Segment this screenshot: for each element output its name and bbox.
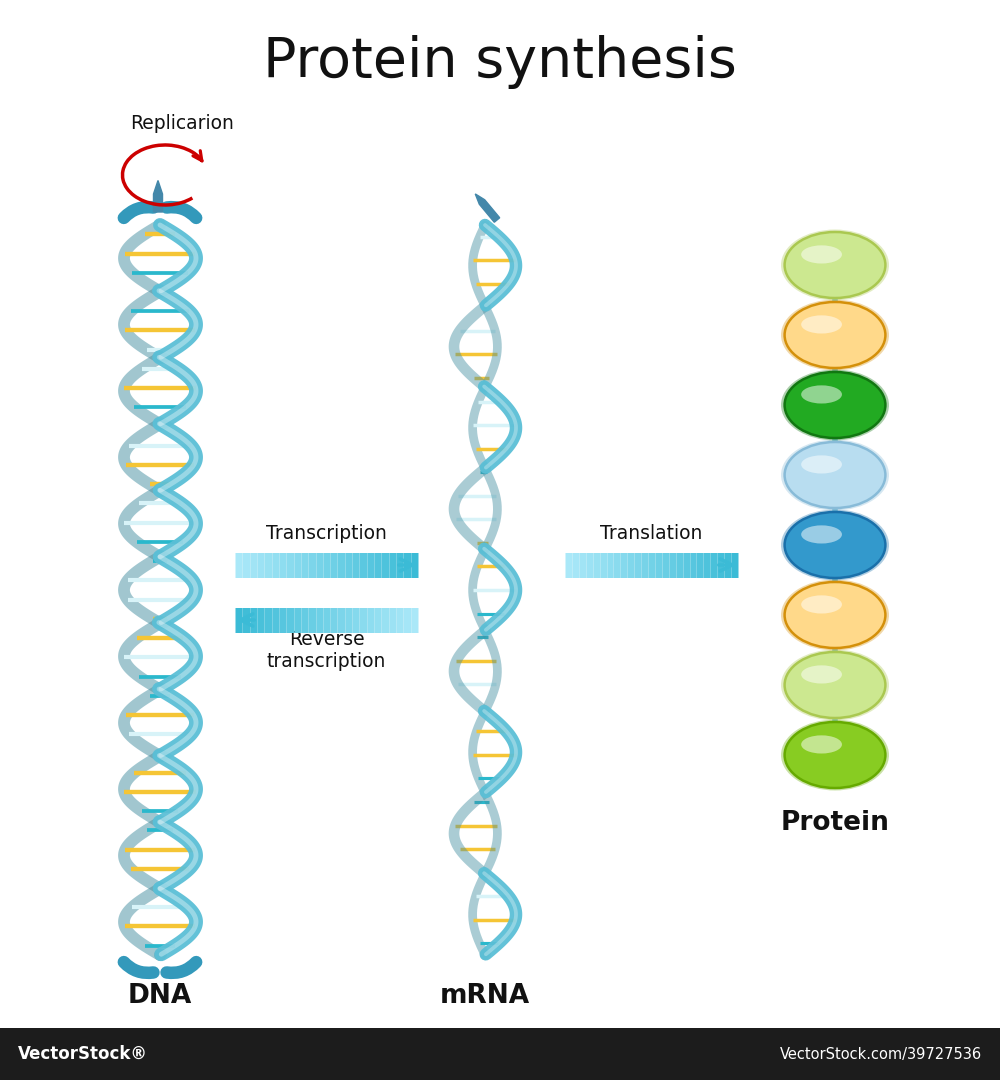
FancyArrowPatch shape [167, 962, 196, 973]
Ellipse shape [785, 232, 885, 298]
Text: Reverse
transcription: Reverse transcription [267, 630, 386, 671]
Ellipse shape [801, 735, 842, 754]
Ellipse shape [781, 719, 889, 791]
Ellipse shape [801, 595, 842, 613]
Text: Protein synthesis: Protein synthesis [263, 35, 737, 89]
Text: VectorStock®: VectorStock® [18, 1045, 148, 1063]
Ellipse shape [785, 652, 885, 718]
Ellipse shape [781, 440, 889, 511]
FancyArrowPatch shape [167, 207, 196, 218]
Ellipse shape [801, 525, 842, 543]
Bar [0, 1028, 1000, 1080]
Ellipse shape [785, 372, 885, 438]
Ellipse shape [781, 230, 889, 300]
Text: mRNA: mRNA [440, 983, 530, 1009]
Ellipse shape [785, 582, 885, 648]
Ellipse shape [785, 723, 885, 788]
Ellipse shape [801, 456, 842, 473]
Ellipse shape [781, 510, 889, 580]
FancyArrow shape [154, 180, 162, 212]
Text: Translation: Translation [600, 524, 703, 543]
Text: Protein: Protein [781, 810, 889, 836]
FancyArrowPatch shape [124, 962, 153, 973]
Ellipse shape [785, 302, 885, 368]
Ellipse shape [801, 386, 842, 404]
Ellipse shape [785, 512, 885, 578]
FancyArrow shape [475, 194, 500, 222]
Text: Transcription: Transcription [266, 524, 387, 543]
Ellipse shape [801, 665, 842, 684]
Text: VectorStock.com/39727536: VectorStock.com/39727536 [780, 1047, 982, 1062]
Ellipse shape [781, 299, 889, 370]
Ellipse shape [781, 649, 889, 720]
Text: DNA: DNA [128, 983, 192, 1009]
Ellipse shape [781, 580, 889, 650]
Ellipse shape [785, 442, 885, 508]
FancyArrowPatch shape [124, 207, 153, 218]
Text: Replicarion: Replicarion [130, 114, 234, 133]
Ellipse shape [801, 315, 842, 334]
Ellipse shape [801, 245, 842, 264]
Ellipse shape [781, 369, 889, 441]
